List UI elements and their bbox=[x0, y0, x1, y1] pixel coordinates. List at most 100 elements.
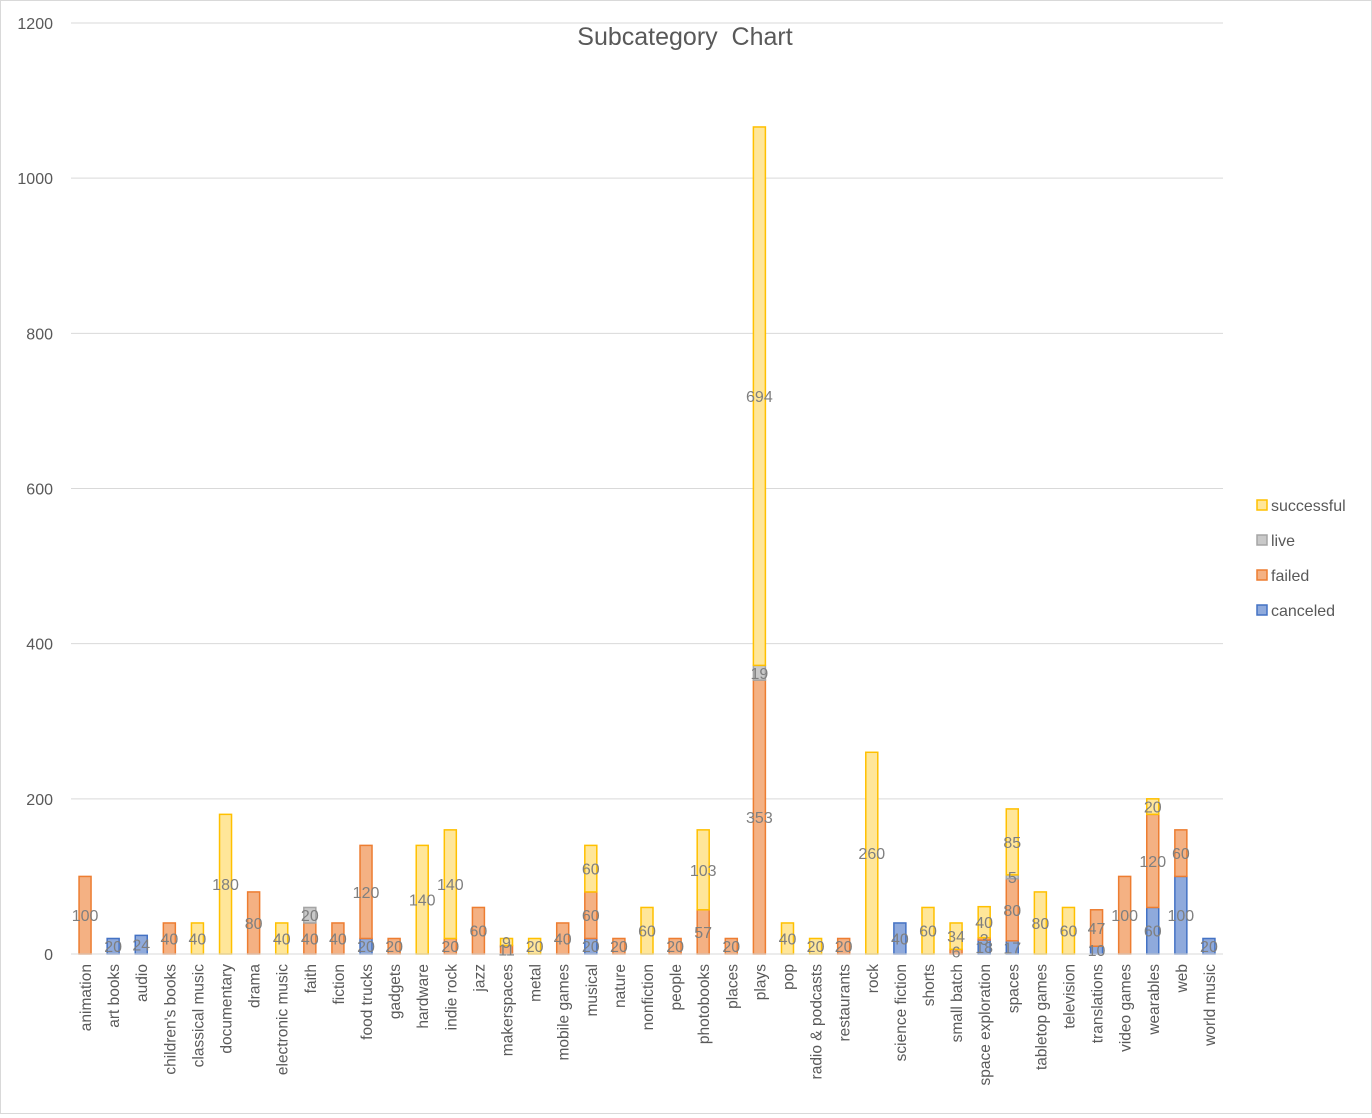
data-label-musical-successful: 60 bbox=[582, 862, 600, 879]
data-label-small-batch-failed: 6 bbox=[952, 945, 961, 962]
x-tick-label-classical-music: classical music bbox=[190, 964, 207, 1068]
data-label-drama-failed: 80 bbox=[245, 916, 263, 933]
bar-small-batch-successful bbox=[949, 922, 963, 951]
y-tick-label-200: 200 bbox=[26, 792, 53, 809]
bar-faith-live bbox=[303, 906, 317, 924]
data-label-space-exploration-successful: 40 bbox=[975, 915, 993, 932]
x-tick-label-people: people bbox=[668, 964, 685, 1011]
data-label-documentary-successful: 180 bbox=[212, 877, 239, 894]
data-label-shorts-successful: 60 bbox=[919, 924, 937, 941]
data-label-art-books-canceled: 20 bbox=[104, 939, 122, 956]
data-label-nature-failed: 20 bbox=[610, 939, 628, 956]
data-label-audio-canceled: 24 bbox=[132, 938, 150, 955]
data-label-food-trucks-canceled: 20 bbox=[357, 939, 375, 956]
x-axis-tick-labels: animation art books audio children's books c… bbox=[78, 964, 1219, 1086]
data-label-translations-canceled: 10 bbox=[1088, 943, 1106, 960]
data-label-makerspaces-successful: 9 bbox=[502, 935, 511, 952]
x-tick-label-jazz: jazz bbox=[471, 964, 488, 993]
data-label-classical-music-successful: 40 bbox=[189, 931, 207, 948]
data-label-people-failed: 20 bbox=[666, 939, 684, 956]
data-label-spaces-successful: 85 bbox=[1003, 835, 1021, 852]
x-tick-label-shorts: shorts bbox=[921, 964, 938, 1006]
data-label-fiction-failed: 40 bbox=[329, 931, 347, 948]
data-label-children-s-books-failed: 40 bbox=[160, 931, 178, 948]
data-label-video-games-failed: 100 bbox=[1111, 908, 1138, 925]
data-label-spaces-live: 5 bbox=[1008, 870, 1017, 887]
x-tick-label-children-s-books: children's books bbox=[162, 964, 179, 1075]
gridlines bbox=[71, 22, 1223, 955]
x-tick-label-faith: faith bbox=[303, 964, 320, 993]
x-tick-label-mobile-games: mobile games bbox=[556, 964, 573, 1061]
x-tick-label-spaces: spaces bbox=[1005, 964, 1022, 1013]
bar-space-exploration-successful bbox=[977, 905, 991, 939]
y-tick-label-1200: 1200 bbox=[17, 16, 53, 33]
data-label-restaurants-failed: 20 bbox=[835, 939, 853, 956]
data-label-musical-failed: 60 bbox=[582, 908, 600, 925]
x-tick-label-makerspaces: makerspaces bbox=[500, 964, 517, 1056]
legend-label-canceled: canceled bbox=[1271, 603, 1335, 620]
data-label-musical-canceled: 20 bbox=[582, 939, 600, 956]
bar-web-failed bbox=[1174, 829, 1188, 878]
y-tick-label-0: 0 bbox=[44, 947, 53, 964]
x-tick-label-video-games: video games bbox=[1118, 964, 1135, 1052]
y-axis-tick-labels: 0 200 400 600 800 1000 1200 bbox=[17, 16, 53, 964]
x-tick-label-nonfiction: nonfiction bbox=[640, 964, 657, 1030]
legend: successful live failed canceled bbox=[1256, 498, 1346, 620]
legend-swatch-live bbox=[1256, 534, 1268, 546]
x-tick-label-electronic-music: electronic music bbox=[275, 964, 292, 1075]
bar-photobooks-successful bbox=[696, 829, 710, 911]
bar-plays-successful bbox=[752, 126, 767, 667]
data-label-plays-successful: 694 bbox=[746, 389, 773, 406]
data-label-food-trucks-failed: 120 bbox=[353, 885, 380, 902]
data-label-makerspaces-failed: 11 bbox=[498, 943, 515, 960]
data-label-hardware-successful: 140 bbox=[409, 893, 436, 910]
data-labels: 100 20 24 40 40 180 80 40 40 20 40 20 120 20 140 20 140 6… bbox=[72, 389, 1218, 961]
data-label-wearables-failed: 120 bbox=[1139, 854, 1166, 871]
x-tick-label-tabletop-games: tabletop games bbox=[1033, 964, 1050, 1070]
data-label-translations-failed: 47 bbox=[1088, 921, 1106, 938]
bar-food-trucks-failed bbox=[359, 844, 373, 940]
x-tick-label-gadgets: gadgets bbox=[387, 964, 404, 1019]
data-label-indie-rock-failed: 20 bbox=[441, 939, 459, 956]
x-tick-label-world-music: world music bbox=[1202, 964, 1219, 1047]
x-tick-label-animation: animation bbox=[78, 964, 95, 1031]
data-label-gadgets-failed: 20 bbox=[385, 939, 403, 956]
data-label-jazz-failed: 60 bbox=[470, 924, 488, 941]
bar-musical-successful bbox=[584, 844, 598, 893]
x-tick-label-photobooks: photobooks bbox=[696, 964, 713, 1044]
data-label-places-failed: 20 bbox=[722, 939, 740, 956]
x-tick-label-rock: rock bbox=[865, 964, 882, 994]
x-tick-label-nature: nature bbox=[612, 964, 629, 1008]
data-label-spaces-canceled: 17 bbox=[1003, 940, 1021, 957]
data-label-pop-successful: 40 bbox=[779, 931, 797, 948]
x-tick-label-hardware: hardware bbox=[415, 964, 432, 1029]
x-tick-label-art-books: art books bbox=[106, 964, 123, 1028]
chart-title: Subcategory Chart bbox=[577, 23, 792, 51]
data-label-nonfiction-successful: 60 bbox=[638, 924, 656, 941]
data-label-world-music-canceled: 20 bbox=[1200, 939, 1218, 956]
x-tick-label-audio: audio bbox=[134, 964, 151, 1002]
bar-translations-failed bbox=[1089, 909, 1104, 947]
data-label-rock-successful: 260 bbox=[858, 846, 885, 863]
x-tick-label-restaurants: restaurants bbox=[837, 964, 854, 1042]
data-label-faith-failed: 40 bbox=[301, 931, 319, 948]
x-tick-label-radio-podcasts: radio & podcasts bbox=[809, 964, 826, 1080]
x-tick-label-web: web bbox=[1174, 964, 1191, 993]
x-tick-label-places: places bbox=[724, 964, 741, 1009]
data-label-wearables-successful: 20 bbox=[1144, 800, 1162, 817]
bar-indie-rock-successful bbox=[443, 829, 458, 940]
data-label-space-exploration-failed: 3 bbox=[980, 932, 989, 949]
data-label-photobooks-failed: 57 bbox=[694, 925, 712, 942]
bar-spaces-successful bbox=[1005, 808, 1020, 876]
bar-wearables-successful bbox=[1146, 798, 1160, 816]
y-tick-label-800: 800 bbox=[26, 326, 53, 343]
data-label-indie-rock-successful: 140 bbox=[437, 877, 464, 894]
y-tick-label-400: 400 bbox=[26, 637, 53, 654]
data-label-web-canceled: 100 bbox=[1168, 908, 1195, 925]
x-tick-label-science-fiction: science fiction bbox=[893, 964, 910, 1061]
data-label-plays-failed: 353 bbox=[746, 810, 773, 827]
legend-label-successful: successful bbox=[1271, 498, 1346, 515]
legend-label-live: live bbox=[1271, 533, 1295, 550]
legend-swatch-canceled bbox=[1256, 604, 1268, 616]
y-tick-label-1000: 1000 bbox=[17, 171, 53, 188]
